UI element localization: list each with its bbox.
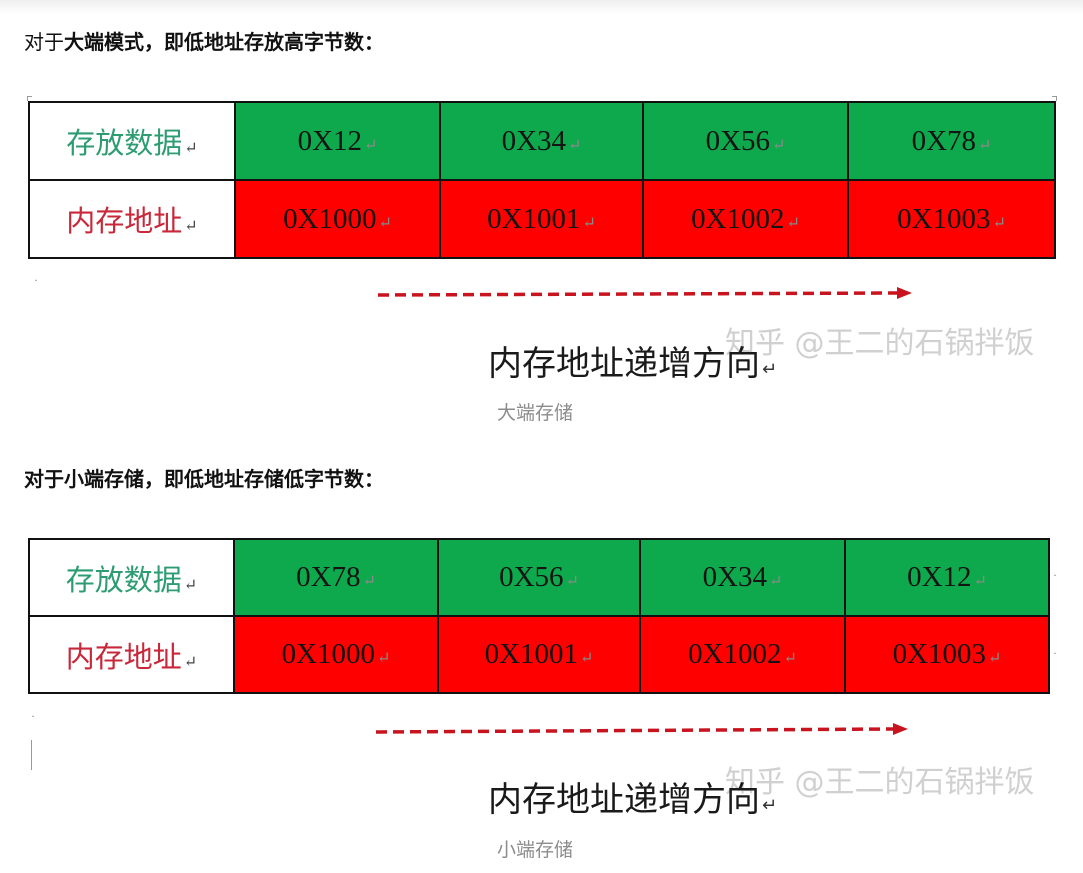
table-row-data: 存放数据 ↵ 0X12 ↵ 0X34 ↵ 0X56 ↵ 0X78 ↵ <box>28 101 1056 181</box>
table-row-address: 内存地址 ↵ 0X1000 ↵ 0X1001 ↵ 0X1002 ↵ 0X1003 ↵ <box>28 615 1050 694</box>
data-cell: 0X56 ↵ <box>642 101 849 181</box>
direction-arrow <box>377 287 912 299</box>
data-cell: 0X78 ↵ <box>847 101 1056 181</box>
address-cell: 0X1002 ↵ <box>642 179 849 259</box>
data-cell: 0X12 ↵ <box>844 538 1050 617</box>
data-cell: 0X56 ↵ <box>437 538 641 617</box>
row-label-data: 存放数据 ↵ <box>28 538 235 617</box>
address-cell: 0X1003 ↵ <box>844 615 1050 694</box>
address-cell: 0X1000 ↵ <box>234 179 441 259</box>
address-cell: 0X1000 ↵ <box>233 615 439 694</box>
heading-bold-text: 对于小端存储，即低地址存储低字节数 <box>24 467 364 491</box>
row-label-address: 内存地址 ↵ <box>28 615 235 694</box>
address-cell: 0X1003 ↵ <box>847 179 1056 259</box>
big-endian-table: 存放数据 ↵ 0X12 ↵ 0X34 ↵ 0X56 ↵ 0X78 ↵ 内存地址 ↵ 0X10… <box>28 101 1056 259</box>
heading-suffix: ： <box>364 30 384 54</box>
heading-bold-text: 大端模式，即低地址存放高字节数 <box>64 30 364 54</box>
figure-caption: 小端存储 <box>497 839 574 861</box>
heading-suffix: ： <box>364 467 384 491</box>
table-corner-mark <box>27 96 32 101</box>
paragraph-mark: ˙ <box>30 714 36 728</box>
heading-prefix: 对于 <box>24 30 64 54</box>
address-cell: 0X1001 ↵ <box>437 615 641 694</box>
data-cell: 0X12 ↵ <box>234 101 441 181</box>
data-cell: 0X78 ↵ <box>233 538 439 617</box>
row-label-address: 内存地址 ↵ <box>28 179 236 259</box>
direction-label: 内存地址递增方向 ↵ <box>488 344 778 384</box>
watermark: 知乎 @王二的石锅拌饭 <box>725 765 1035 800</box>
row-end-mark: ˙ <box>1052 651 1058 665</box>
data-cell: 0X34 ↵ <box>639 538 846 617</box>
direction-label: 内存地址递增方向 ↵ <box>488 780 778 820</box>
row-label-data: 存放数据 ↵ <box>28 101 236 181</box>
address-cell: 0X1002 ↵ <box>639 615 846 694</box>
big-endian-heading: 对于大端模式，即低地址存放高字节数： <box>24 29 384 55</box>
cursor-bar <box>31 740 32 770</box>
top-fade <box>0 0 1083 14</box>
direction-arrow <box>375 723 908 735</box>
table-row-data: 存放数据 ↵ 0X78 ↵ 0X56 ↵ 0X34 ↵ 0X12 ↵ <box>28 538 1050 617</box>
row-end-mark: ˙ <box>1052 573 1058 587</box>
paragraph-mark: ˙ <box>33 278 39 292</box>
little-endian-table: 存放数据 ↵ 0X78 ↵ 0X56 ↵ 0X34 ↵ 0X12 ↵ 内存地址 ↵ 0X10… <box>28 538 1050 694</box>
figure-caption: 大端存储 <box>497 402 574 424</box>
little-endian-heading: 对于小端存储，即低地址存储低字节数： <box>24 466 384 492</box>
address-cell: 0X1001 ↵ <box>439 179 644 259</box>
table-row-address: 内存地址 ↵ 0X1000 ↵ 0X1001 ↵ 0X1002 ↵ 0X1003 ↵ <box>28 179 1056 259</box>
watermark: 知乎 @王二的石锅拌饭 <box>725 326 1035 361</box>
data-cell: 0X34 ↵ <box>439 101 644 181</box>
